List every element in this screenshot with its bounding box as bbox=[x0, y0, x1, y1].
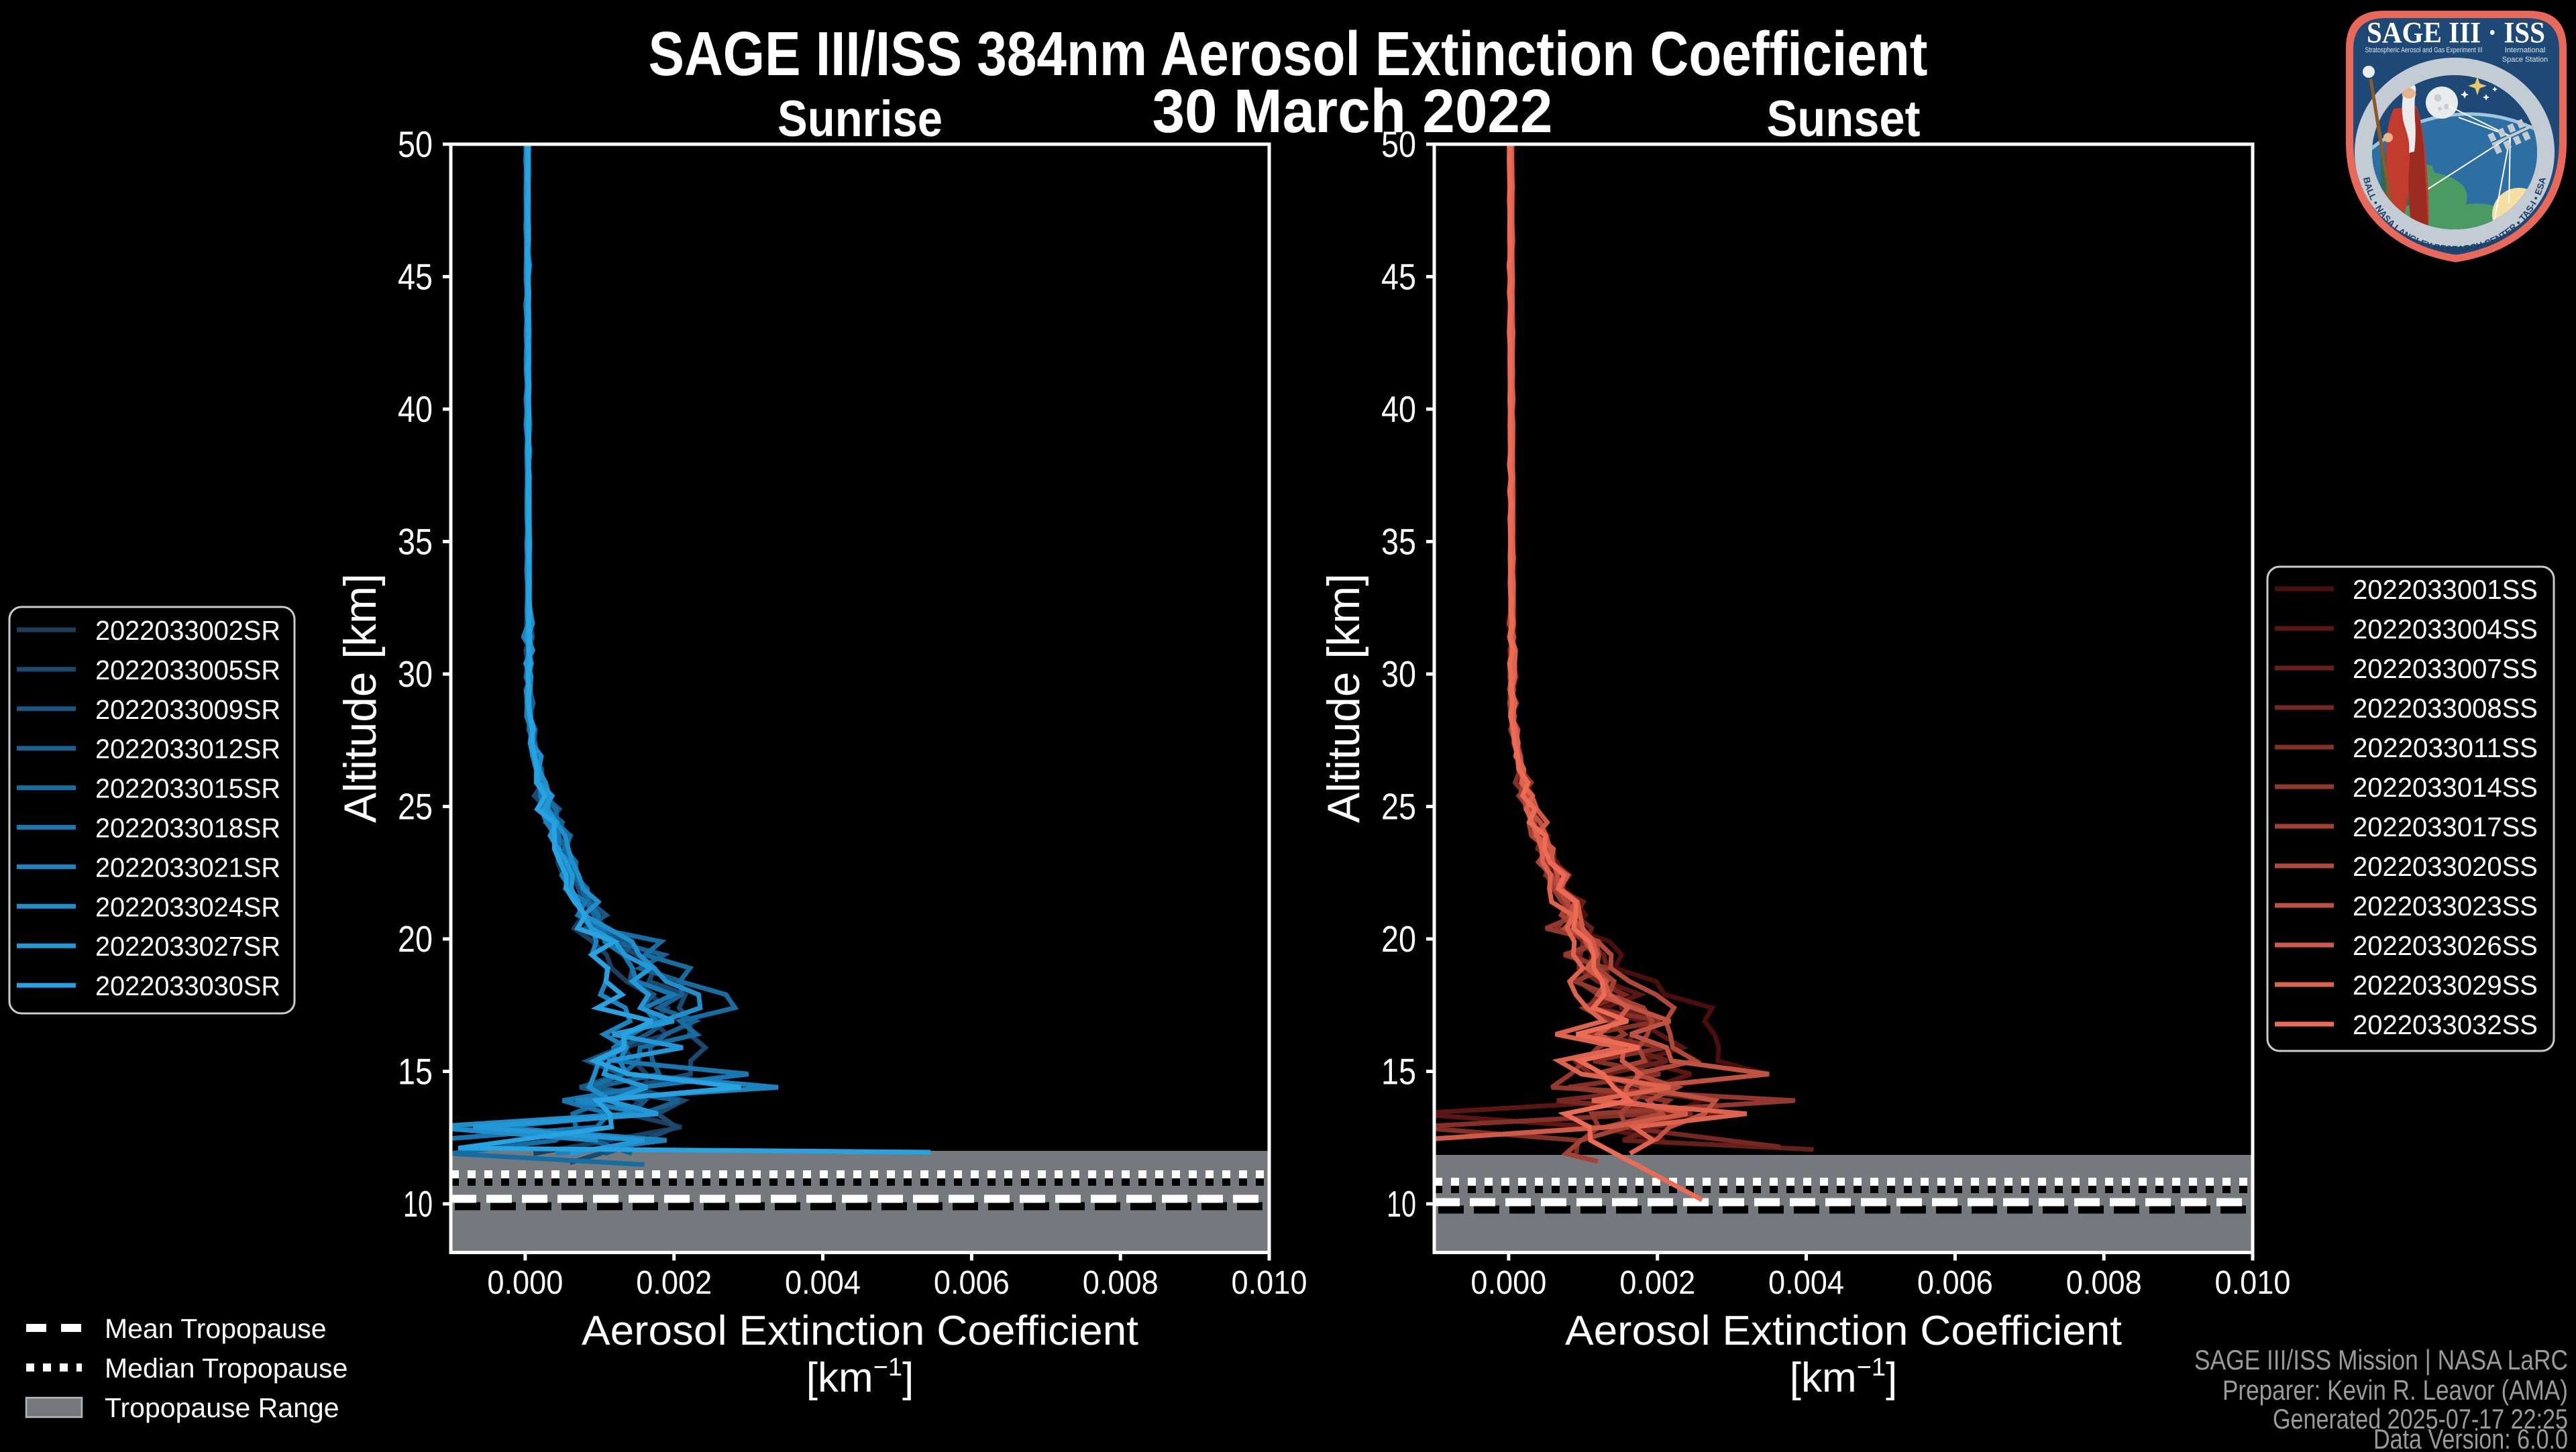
svg-text:2022033014SS: 2022033014SS bbox=[2353, 772, 2538, 803]
svg-text:45: 45 bbox=[398, 256, 433, 298]
svg-text:Sunset: Sunset bbox=[1767, 91, 1921, 148]
svg-text:Tropopause Range: Tropopause Range bbox=[105, 1392, 339, 1423]
svg-text:50: 50 bbox=[398, 123, 433, 165]
svg-text:0.004: 0.004 bbox=[1768, 1265, 1844, 1301]
svg-text:2022033020SS: 2022033020SS bbox=[2353, 851, 2538, 882]
svg-text:0.006: 0.006 bbox=[934, 1265, 1010, 1301]
svg-text:10: 10 bbox=[403, 1183, 433, 1225]
svg-text:Space Station: Space Station bbox=[2502, 56, 2548, 64]
svg-text:35: 35 bbox=[398, 521, 433, 563]
svg-text:Median Tropopause: Median Tropopause bbox=[105, 1353, 347, 1384]
svg-text:2022033021SR: 2022033021SR bbox=[95, 852, 280, 883]
svg-text:Altitude [km]: Altitude [km] bbox=[1318, 573, 1369, 823]
svg-text:0.000: 0.000 bbox=[1470, 1265, 1546, 1301]
svg-text:2022033030SR: 2022033030SR bbox=[95, 970, 280, 1001]
svg-text:Aerosol Extinction Coefficient: Aerosol Extinction Coefficient bbox=[1565, 1308, 2122, 1354]
svg-text:0.006: 0.006 bbox=[1917, 1265, 1993, 1301]
svg-text:Aerosol Extinction Coefficient: Aerosol Extinction Coefficient bbox=[582, 1308, 1138, 1354]
svg-text:30: 30 bbox=[1381, 653, 1416, 695]
svg-text:30: 30 bbox=[398, 653, 433, 695]
svg-text:International: International bbox=[2505, 46, 2546, 54]
svg-text:2022033011SS: 2022033011SS bbox=[2353, 732, 2538, 763]
svg-text:25: 25 bbox=[1381, 786, 1416, 828]
svg-text:2022033008SS: 2022033008SS bbox=[2353, 693, 2538, 724]
svg-text:45: 45 bbox=[1381, 256, 1416, 298]
svg-text:Preparer: Kevin R. Leavor (AMA: Preparer: Kevin R. Leavor (AMA) bbox=[2222, 1374, 2568, 1406]
svg-text:2022033027SR: 2022033027SR bbox=[95, 931, 280, 962]
svg-text:2022033007SS: 2022033007SS bbox=[2353, 653, 2538, 684]
svg-text:2022033005SR: 2022033005SR bbox=[95, 655, 280, 685]
svg-text:Data Version: 6.0.0: Data Version: 6.0.0 bbox=[2373, 1423, 2568, 1449]
svg-text:30 March 2022: 30 March 2022 bbox=[1152, 77, 1553, 146]
svg-text:2022033026SS: 2022033026SS bbox=[2353, 930, 2538, 961]
svg-text:15: 15 bbox=[398, 1051, 433, 1093]
svg-text:2022033002SR: 2022033002SR bbox=[95, 615, 280, 646]
svg-text:2022033012SR: 2022033012SR bbox=[95, 734, 280, 765]
svg-text:2022033032SS: 2022033032SS bbox=[2353, 1009, 2538, 1040]
svg-text:2022033024SR: 2022033024SR bbox=[95, 891, 280, 922]
svg-text:10: 10 bbox=[1387, 1183, 1416, 1225]
svg-text:[km−1]: [km−1] bbox=[806, 1353, 914, 1401]
svg-text:40: 40 bbox=[398, 388, 433, 430]
svg-text:SAGE III/ISS 384nm Aerosol Ext: SAGE III/ISS 384nm Aerosol Extinction Co… bbox=[649, 19, 1928, 89]
svg-text:20: 20 bbox=[398, 918, 433, 960]
svg-text:Altitude [km]: Altitude [km] bbox=[335, 573, 386, 823]
svg-text:0.000: 0.000 bbox=[487, 1265, 563, 1301]
svg-text:Mean Tropopause: Mean Tropopause bbox=[105, 1313, 327, 1344]
svg-text:15: 15 bbox=[1381, 1051, 1416, 1093]
svg-text:2022033023SS: 2022033023SS bbox=[2353, 891, 2538, 922]
svg-text:2022033017SS: 2022033017SS bbox=[2353, 812, 2538, 842]
svg-text:2022033001SS: 2022033001SS bbox=[2353, 574, 2538, 605]
svg-text:Generated 2025-07-17 22:25: Generated 2025-07-17 22:25 bbox=[2273, 1403, 2568, 1435]
svg-text:0.004: 0.004 bbox=[785, 1265, 861, 1301]
svg-text:0.002: 0.002 bbox=[1619, 1265, 1695, 1301]
svg-text:0.002: 0.002 bbox=[636, 1265, 712, 1301]
svg-text:Sunrise: Sunrise bbox=[777, 91, 943, 148]
svg-text:SAGE III · ISS: SAGE III · ISS bbox=[2367, 16, 2545, 49]
svg-text:2022033029SS: 2022033029SS bbox=[2353, 970, 2538, 1001]
svg-text:0.010: 0.010 bbox=[2215, 1265, 2291, 1301]
svg-text:2022033009SR: 2022033009SR bbox=[95, 694, 280, 725]
svg-text:SAGE III/ISS Mission | NASA La: SAGE III/ISS Mission | NASA LaRC bbox=[2194, 1344, 2568, 1376]
svg-text:2022033018SR: 2022033018SR bbox=[95, 813, 280, 844]
svg-text:0.008: 0.008 bbox=[2066, 1265, 2142, 1301]
svg-text:Stratospheric Aerosol and Gas: Stratospheric Aerosol and Gas Experiment… bbox=[2365, 46, 2483, 54]
svg-text:35: 35 bbox=[1381, 521, 1416, 563]
svg-text:2022033015SR: 2022033015SR bbox=[95, 773, 280, 804]
svg-text:50: 50 bbox=[1381, 123, 1416, 165]
svg-text:0.008: 0.008 bbox=[1083, 1265, 1159, 1301]
svg-text:20: 20 bbox=[1381, 918, 1416, 960]
svg-text:2022033004SS: 2022033004SS bbox=[2353, 614, 2538, 645]
svg-text:0.010: 0.010 bbox=[1232, 1265, 1307, 1301]
svg-text:25: 25 bbox=[398, 786, 433, 828]
svg-text:40: 40 bbox=[1381, 388, 1416, 430]
